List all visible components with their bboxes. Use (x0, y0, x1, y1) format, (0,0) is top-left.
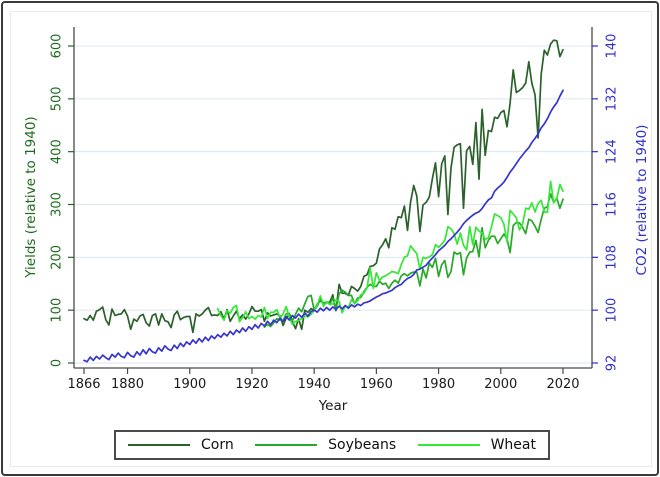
x-axis-tick-label: 1866 (67, 377, 100, 392)
right-axis-tick-label: 100 (605, 298, 620, 323)
x-axis-tick-label: 2000 (484, 377, 517, 392)
left-axis-tick-label: 200 (50, 245, 65, 270)
right-axis-tick-label: 92 (605, 355, 620, 372)
x-axis-tick-label: 1980 (422, 377, 455, 392)
legend-item-wheat: Wheat (417, 437, 536, 453)
legend: Corn Soybeans Wheat (114, 430, 550, 460)
x-axis-tick-label: 1960 (360, 377, 393, 392)
left-y-axis-title: Yields (relative to 1940) (23, 116, 39, 278)
x-axis-tick-label: 1880 (111, 377, 144, 392)
right-axis-tick-label: 116 (605, 192, 620, 217)
co2-line (83, 89, 564, 363)
wheat-line (216, 180, 564, 326)
wheat-line-swatch (417, 444, 480, 446)
x-axis-title: Year (318, 398, 348, 414)
right-axis-tick-label: 124 (605, 139, 620, 164)
corn-line (83, 39, 564, 334)
left-axis-tick-label: 400 (50, 139, 65, 164)
left-axis-tick-label: 600 (50, 34, 65, 59)
right-axis-tick-label: 140 (605, 34, 620, 59)
x-axis-tick-label: 1900 (173, 377, 206, 392)
left-axis-tick-label: 0 (50, 359, 65, 367)
left-axis-tick-label: 500 (50, 86, 65, 111)
x-axis-tick-label: 1920 (235, 377, 268, 392)
right-axis-tick-label: 132 (605, 86, 620, 111)
legend-item-soybeans: Soybeans (255, 437, 396, 453)
right-axis-tick-label: 108 (605, 245, 620, 270)
legend-label-wheat: Wheat (490, 437, 536, 453)
right-y-axis-title: CO2 (relative to 1940) (634, 124, 650, 276)
graph-region-border (10, 11, 652, 467)
corn-line-swatch (128, 444, 190, 446)
x-axis-tick-label: 1940 (298, 377, 331, 392)
legend-item-corn: Corn (128, 437, 234, 453)
left-axis-tick-label: 100 (50, 298, 65, 323)
x-axis-tick-label: 2020 (546, 377, 579, 392)
soybeans-line-swatch (255, 444, 318, 446)
legend-label-corn: Corn (201, 437, 234, 453)
legend-label-soybeans: Soybeans (328, 437, 397, 453)
left-axis-tick-label: 300 (50, 192, 65, 217)
soybeans-line (263, 193, 564, 328)
